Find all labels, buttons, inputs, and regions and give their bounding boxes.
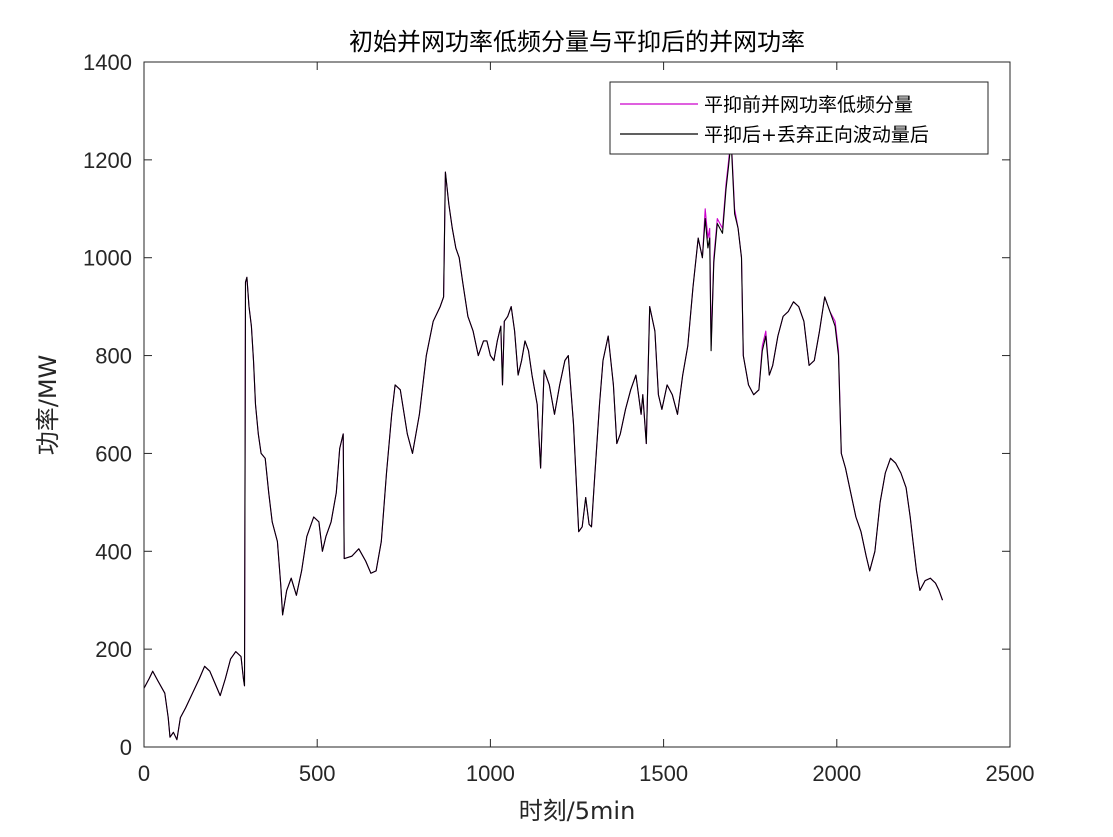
y-tick-label: 1000: [83, 246, 132, 271]
chart-title: 初始并网功率低频分量与平抑后的并网功率: [349, 28, 805, 56]
x-tick-label: 2000: [812, 761, 861, 786]
y-axis-title: 功率/MW: [34, 355, 62, 456]
x-axis-title: 时刻/5min: [519, 797, 636, 825]
x-tick-label: 0: [138, 761, 150, 786]
y-tick-label: 1200: [83, 148, 132, 173]
y-tick-label: 1400: [83, 50, 132, 75]
x-tick-label: 2500: [986, 761, 1035, 786]
y-tick-label: 600: [95, 441, 132, 466]
y-tick-label: 400: [95, 539, 132, 564]
x-tick-label: 1500: [639, 761, 688, 786]
x-tick-label: 500: [299, 761, 336, 786]
legend-label-2: 平抑后+丢弃正向波动量后: [704, 124, 929, 146]
x-tick-label: 1000: [466, 761, 515, 786]
plot-area: [144, 134, 944, 741]
y-tick-label: 800: [95, 344, 132, 369]
axes-box: [143, 61, 1011, 748]
y-tick-label: 0: [120, 735, 132, 760]
y-tick-label: 200: [95, 637, 132, 662]
series-line-2: [144, 139, 944, 741]
legend-box: [609, 81, 989, 155]
axes: 0 500 1000 1500 2000 2500 0 200 400 600 800 1000 120…: [83, 50, 1034, 786]
legend-label-1: 平抑前并网功率低频分量: [704, 94, 913, 116]
